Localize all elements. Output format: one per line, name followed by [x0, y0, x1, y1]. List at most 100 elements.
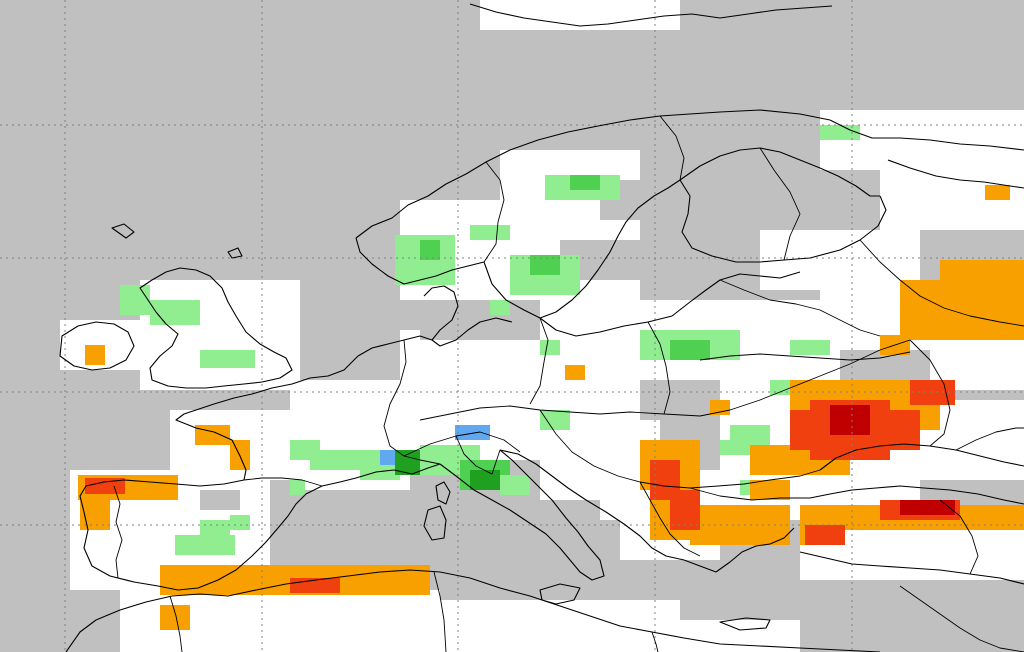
- norway-coastline: [355, 109, 831, 239]
- border-poland-east: [647, 321, 671, 415]
- border-balkans-1: [539, 409, 821, 489]
- border-middle-east: [899, 585, 1024, 652]
- anomaly-cell-wet-light: [820, 125, 860, 140]
- norway-south-coastline: [355, 237, 485, 285]
- anomaly-cell-dry-dark: [830, 405, 870, 435]
- border-north-africa-3: [651, 631, 659, 652]
- anomaly-cell-no-data: [420, 300, 540, 340]
- border-north-africa-2: [433, 571, 447, 652]
- anomaly-cell-dry-orange: [565, 365, 585, 380]
- anomaly-cell-wet-mid: [570, 175, 600, 190]
- corsica-coastline: [435, 481, 451, 505]
- border-belarus-ukraine: [699, 351, 911, 361]
- border-italy-alps: [455, 435, 501, 475]
- anomaly-cell-wet-light: [470, 225, 510, 240]
- north-africa-coastline: [65, 569, 881, 652]
- sardinia-coastline: [423, 505, 447, 541]
- anomaly-cell-wet-light: [790, 340, 830, 355]
- iceland-fragment: [111, 223, 135, 239]
- anomaly-cell-blue: [380, 450, 395, 465]
- anomaly-cell-dry-orange: [940, 260, 1024, 300]
- anomaly-cell-wet-strong: [470, 470, 500, 490]
- border-north-africa: [169, 595, 183, 652]
- faroe-fragment: [227, 247, 243, 259]
- anomaly-cell-dry-orange: [985, 185, 1010, 200]
- anomaly-cell-wet-light: [200, 520, 230, 535]
- baltic-south-coastline: [539, 271, 801, 337]
- border-sweden-finland: [659, 115, 685, 181]
- ireland-coastline: [59, 321, 135, 371]
- north-sea-coastline: [357, 335, 433, 357]
- border-france-germany: [383, 339, 441, 465]
- anomaly-cell-wet-light: [175, 535, 235, 555]
- border-germany-poland: [529, 317, 549, 405]
- anomaly-cell-wet-light: [720, 440, 740, 455]
- anomaly-cell-no-data: [700, 150, 780, 230]
- border-baltics: [719, 279, 881, 337]
- kola-coastline: [829, 119, 1024, 151]
- border-balkans-2: [639, 481, 701, 557]
- border-romania-bulgaria: [689, 487, 810, 501]
- border-spain-portugal: [113, 485, 123, 579]
- anomaly-cell-no-data: [560, 520, 620, 560]
- border-central-europe: [419, 339, 911, 421]
- anomaly-cell-blue: [455, 425, 490, 440]
- gulf-bothnia-coastline: [679, 179, 887, 263]
- iberia-coastline: [79, 477, 357, 591]
- turkey-south-coastline: [799, 551, 1024, 585]
- anomaly-cell-neutral: [440, 600, 680, 652]
- anomaly-cell-wet-mid: [670, 340, 710, 360]
- anomaly-cell-dry-dark: [900, 500, 955, 515]
- italy-coastline: [439, 449, 605, 581]
- anomaly-cell-wet-light: [360, 465, 400, 480]
- anomaly-cell-no-data: [340, 520, 400, 560]
- anomaly-cell-neutral: [480, 0, 680, 30]
- border-finland-russia: [759, 147, 801, 261]
- arctic-islands-coastline: [469, 3, 833, 27]
- anomaly-cell-wet-light: [500, 475, 530, 495]
- anomaly-cell-dry-orange: [750, 480, 790, 500]
- anomaly-cell-wet-light: [120, 285, 150, 315]
- greece-coastline: [715, 527, 795, 573]
- anomaly-cell-wet-light: [540, 410, 570, 430]
- anomaly-cell-no-data: [200, 490, 240, 510]
- anomaly-cell-dry-orange: [160, 605, 190, 630]
- turkey-north-coastline: [809, 485, 1024, 505]
- border-spain-france: [243, 477, 323, 487]
- anomaly-cell-wet-light: [230, 515, 250, 530]
- anomaly-cell-wet-mid: [420, 240, 440, 260]
- denmark-coastline: [423, 285, 513, 347]
- france-med-coastline: [355, 463, 441, 479]
- border-norway-sweden: [483, 161, 505, 263]
- anomaly-cell-neutral: [400, 330, 540, 460]
- border-turkey-inner: [939, 499, 979, 575]
- anomaly-cell-wet-light: [150, 300, 200, 325]
- black-sea-coastline: [819, 443, 1024, 471]
- sweden-coastline: [483, 179, 681, 319]
- border-alps: [403, 431, 521, 457]
- border-russia-east: [859, 239, 1024, 327]
- anomaly-cell-dry-red: [670, 490, 700, 530]
- france-west-coastline: [175, 355, 359, 481]
- anomaly-cell-wet-light: [290, 480, 305, 495]
- anomaly-cell-dry-orange: [710, 400, 730, 415]
- sicily-coastline: [539, 583, 581, 605]
- finland-coastline: [679, 147, 880, 197]
- anomaly-cell-wet-light: [200, 350, 255, 368]
- coastlines: [59, 3, 1024, 652]
- crete-coastline: [719, 617, 771, 631]
- anomaly-cell-wet-light: [540, 340, 560, 355]
- anomaly-cell-wet-light: [490, 300, 510, 315]
- border-caucasus: [955, 427, 1024, 451]
- balkans-coastline: [499, 449, 717, 573]
- anomaly-cell-wet-light: [770, 380, 790, 395]
- anomaly-cell-dry-red: [805, 525, 845, 545]
- great-britain-coastline: [139, 267, 293, 389]
- anomaly-cell-wet-mid: [530, 255, 560, 275]
- white-sea-coastline: [887, 159, 1024, 189]
- anomaly-cell-neutral: [140, 280, 300, 390]
- anomaly-cell-dry-orange: [85, 345, 105, 365]
- anomaly-cell-dry-orange: [195, 425, 230, 445]
